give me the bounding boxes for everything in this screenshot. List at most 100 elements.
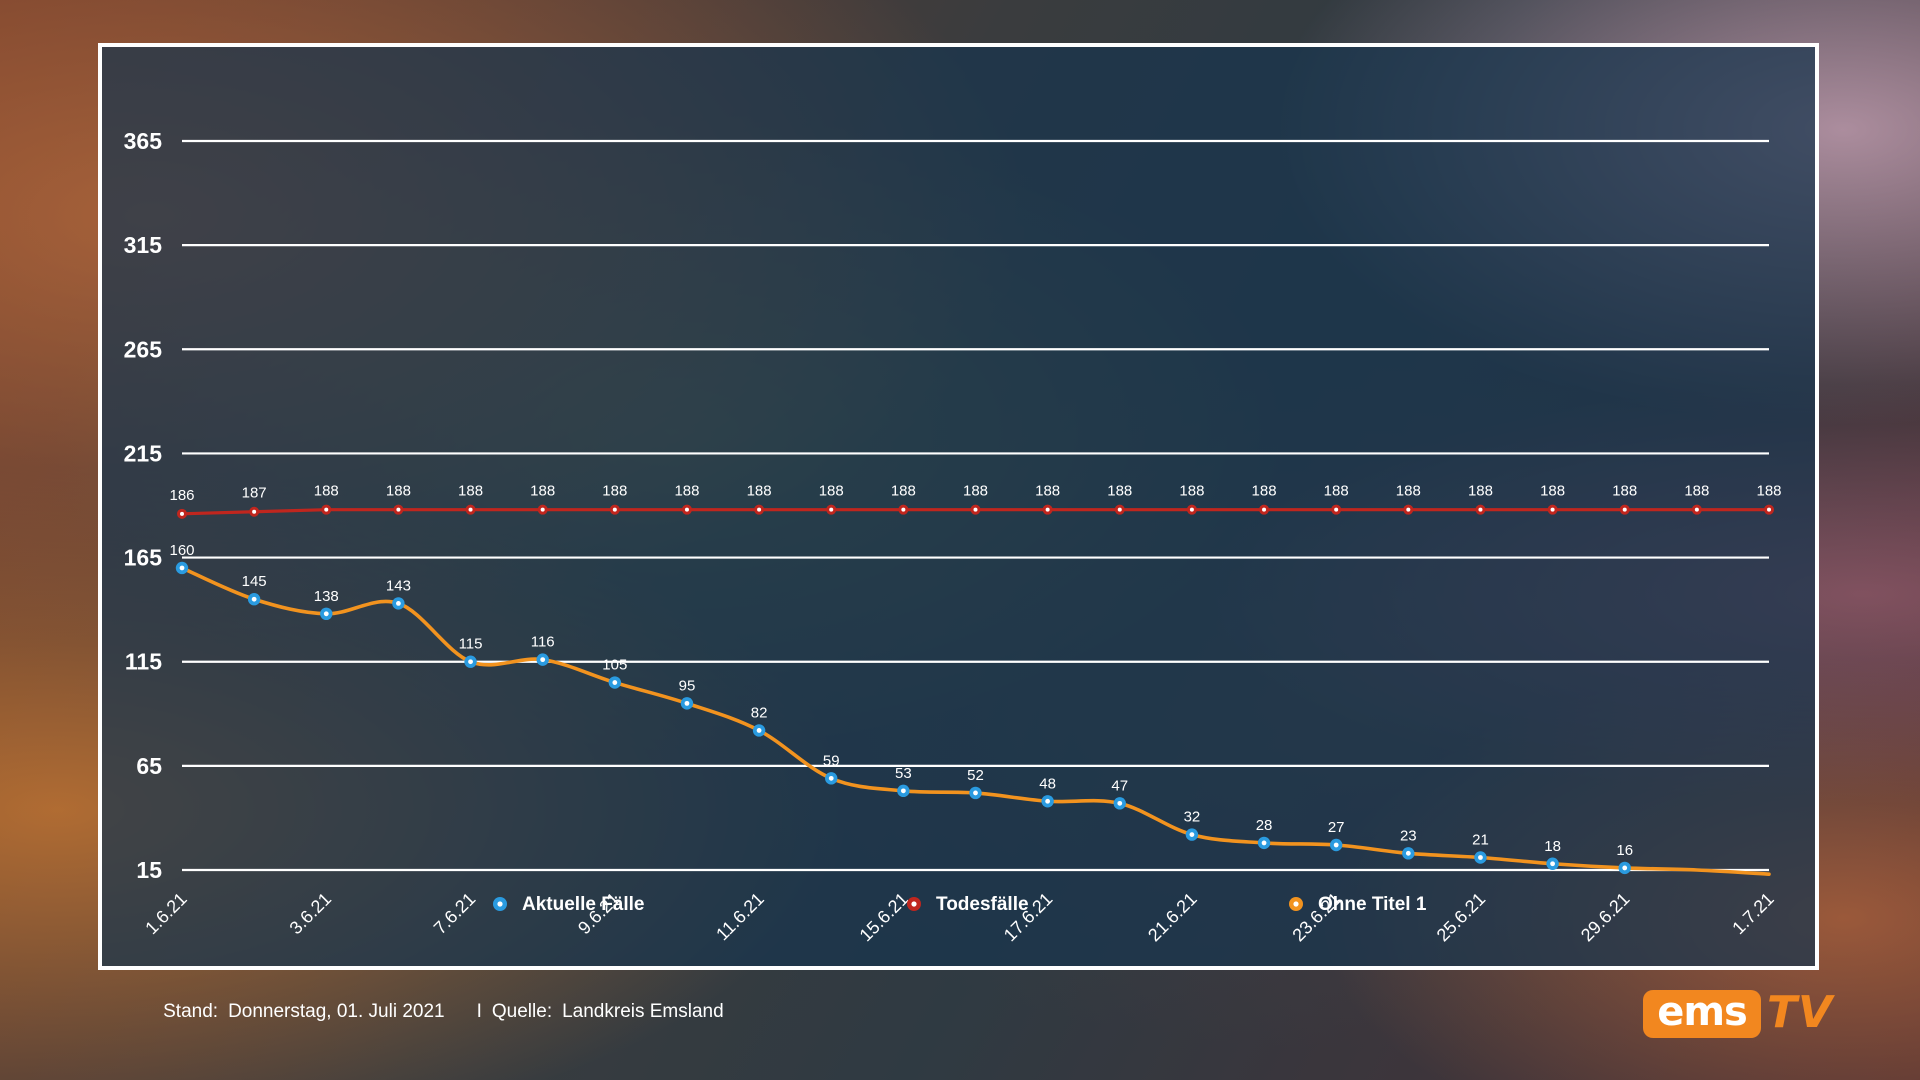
- data-point-center: [1550, 507, 1555, 512]
- source-label: Quelle:: [491, 1001, 553, 1022]
- data-point-center: [756, 728, 762, 733]
- data-label: 188: [819, 483, 844, 500]
- data-point-center: [1550, 861, 1555, 867]
- data-label: 143: [386, 577, 411, 594]
- data-label: 188: [1468, 483, 1493, 500]
- data-label: 188: [1324, 483, 1349, 500]
- y-tick-label: 215: [124, 440, 163, 466]
- data-label: 28: [1256, 817, 1273, 834]
- x-tick-label: 3.6.21: [286, 889, 336, 939]
- data-point-center: [1694, 507, 1699, 512]
- data-label: 32: [1184, 809, 1201, 826]
- stand-value: Donnerstag, 01. Juli 2021: [228, 1001, 445, 1022]
- data-label: 188: [386, 483, 411, 500]
- data-label: 27: [1328, 819, 1345, 836]
- data-label: 53: [895, 765, 912, 782]
- data-label: 138: [314, 588, 339, 605]
- data-point-center: [828, 775, 834, 781]
- data-label: 188: [1540, 483, 1565, 500]
- data-point-center: [540, 507, 545, 512]
- series-todesfaelle: 186 187 188 188 188 188 188 188 188 188 188 188 188 1…: [169, 483, 1782, 519]
- legend-item: Ohne Titel 1: [1289, 894, 1427, 915]
- data-point-center: [1117, 800, 1123, 806]
- x-tick-label: 1.6.21: [141, 889, 191, 939]
- data-label: 188: [674, 483, 699, 500]
- data-point-center: [1261, 840, 1267, 846]
- y-tick-label: 65: [136, 753, 162, 779]
- data-label: 82: [751, 704, 768, 721]
- data-point-center: [684, 700, 690, 706]
- x-tick-label: 11.6.21: [712, 889, 768, 945]
- data-point-center: [612, 680, 618, 685]
- chart-panel: 15 65 115 165 215 265 315 365 1.6.21 3.6.21 7.6.21…: [98, 43, 1819, 970]
- data-label: 188: [963, 483, 988, 500]
- data-label: 145: [242, 573, 267, 590]
- x-tick-label: 21.6.21: [1144, 889, 1201, 946]
- data-label: 59: [823, 752, 840, 769]
- y-tick-label: 165: [124, 545, 163, 571]
- data-point-center: [1478, 507, 1483, 512]
- data-point-center: [973, 790, 978, 796]
- data-point-center: [252, 509, 257, 514]
- legend-marker-center: [1293, 901, 1299, 907]
- data-point-center: [396, 600, 401, 606]
- data-label: 188: [1035, 483, 1060, 500]
- data-point-center: [179, 565, 185, 571]
- series-aktuelle-faelle: 160 145 138 143 115 116 105 95 82 59 53 52 48 47 32 28 2…: [169, 542, 1771, 876]
- data-point-center: [1622, 865, 1628, 871]
- data-label: 105: [602, 657, 627, 674]
- data-label: 186: [169, 487, 194, 504]
- logo-ems-text: ems: [1643, 990, 1761, 1038]
- data-label: 188: [891, 483, 916, 500]
- data-label: 188: [1612, 483, 1637, 500]
- data-point-center: [468, 659, 473, 665]
- legend-label: Aktuelle Fälle: [522, 894, 645, 915]
- data-label: 188: [1107, 483, 1132, 500]
- data-point-center: [1334, 507, 1339, 512]
- data-label: 116: [531, 634, 555, 651]
- data-label: 160: [169, 542, 194, 559]
- line-chart: 15 65 115 165 215 265 315 365 1.6.21 3.6.21 7.6.21…: [124, 128, 1782, 946]
- legend: Aktuelle Fälle Todesfälle Ohne Titel 1: [493, 894, 1427, 915]
- data-point-center: [1767, 507, 1771, 512]
- legend-item: Aktuelle Fälle: [493, 894, 645, 915]
- footer-info: Stand: Donnerstag, 01. Juli 2021 I Quelle: L…: [142, 979, 734, 1045]
- data-point-center: [1405, 850, 1411, 856]
- data-label: 188: [314, 483, 339, 500]
- data-label: 16: [1616, 842, 1633, 859]
- data-point-center: [1478, 855, 1483, 860]
- x-tick-label: 25.6.21: [1433, 889, 1490, 946]
- data-point-center: [684, 507, 689, 512]
- data-point-center: [1406, 507, 1411, 512]
- data-point-center: [323, 611, 329, 617]
- data-point-center: [324, 507, 329, 512]
- data-label: 188: [530, 483, 555, 500]
- data-point-center: [180, 511, 184, 516]
- footer-separator: I: [476, 1001, 482, 1022]
- logo-tv-text: TV: [1767, 987, 1834, 1038]
- data-point-center: [901, 507, 906, 512]
- y-tick-label: 265: [124, 336, 163, 362]
- x-tick-label: 1.7.21: [1728, 889, 1778, 939]
- x-tick-label: 15.6.21: [856, 889, 913, 946]
- data-label: 95: [679, 677, 696, 694]
- data-label: 18: [1544, 838, 1561, 855]
- data-label: 188: [1179, 483, 1204, 500]
- data-point-center: [1333, 842, 1339, 848]
- data-point-center: [251, 596, 257, 602]
- data-label: 21: [1472, 832, 1489, 849]
- data-point-center: [1117, 507, 1122, 512]
- legend-item: Todesfälle: [907, 894, 1029, 915]
- y-tick-label: 365: [124, 128, 163, 154]
- legend-marker-center: [911, 901, 917, 907]
- data-point-center: [829, 507, 834, 512]
- data-label: 188: [747, 483, 772, 500]
- y-tick-label: 315: [124, 232, 163, 258]
- x-tick-label: 7.6.21: [430, 889, 480, 939]
- stand-label: Stand:: [163, 1001, 219, 1022]
- data-point-center: [396, 507, 401, 512]
- data-label: 48: [1039, 775, 1056, 792]
- data-point-center: [612, 507, 617, 512]
- data-label: 188: [602, 483, 627, 500]
